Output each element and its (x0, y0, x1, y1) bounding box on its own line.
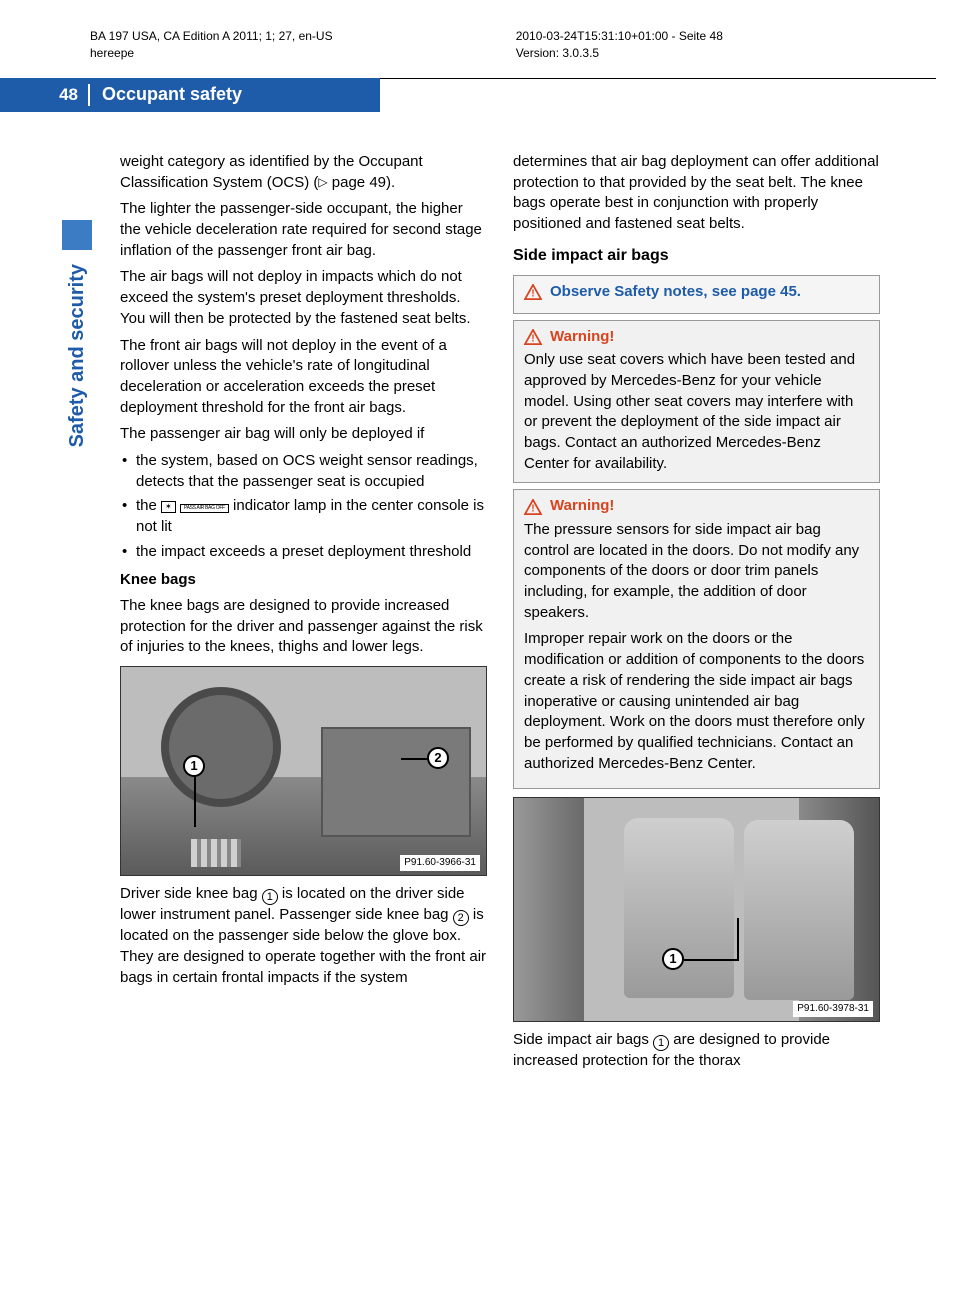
heading-kneebags: Knee bags (120, 570, 487, 591)
airbag-icon-1: ✶ (161, 501, 176, 513)
para-passenger-intro: The passenger air bag will only be deplo… (120, 424, 487, 445)
safety-note-box: ! Observe Safety notes, see page 45. (513, 275, 880, 314)
warning-head-text: Warning! (550, 496, 614, 517)
para-ocs-b: page 49). (328, 174, 396, 191)
airbag-icon-2: PASS AIR BAG OFF (180, 504, 229, 513)
warning-head: ! Warning! (524, 496, 869, 517)
fig-seat-2 (744, 820, 854, 1000)
safety-note-head: ! Observe Safety notes, see page 45. (524, 282, 869, 303)
leader-line (194, 777, 196, 827)
meta-right-line1: 2010-03-24T15:31:10+01:00 - Seite 48 (516, 28, 864, 45)
page-number: 48 (30, 84, 90, 106)
list-item: the ✶ PASS AIR BAG OFF indicator lamp in… (120, 496, 487, 537)
figure-side-impact: 1 P91.60-3978-31 (513, 797, 880, 1022)
para-determines: determines that air bag deployment can o… (513, 152, 880, 235)
right-column: determines that air bag deployment can o… (513, 152, 880, 1078)
svg-text:!: ! (531, 289, 534, 300)
meta-left-line1: BA 197 USA, CA Edition A 2011; 1; 27, en… (90, 28, 438, 45)
para-rollover: The front air bags will not deploy in th… (120, 336, 487, 419)
warning-head: ! Warning! (524, 327, 869, 348)
side-tab (62, 220, 92, 250)
page-title: Occupant safety (90, 84, 242, 105)
callout-1: 1 (183, 755, 205, 777)
meta-right: 2010-03-24T15:31:10+01:00 - Seite 48 Ver… (516, 28, 864, 62)
para-nodeploy: The air bags will not deploy in impacts … (120, 267, 487, 329)
para-knee: The knee bags are designed to provide in… (120, 596, 487, 658)
left-column: weight category as identified by the Occ… (120, 152, 487, 1078)
warning-triangle-icon: ! (524, 284, 542, 300)
warning-head-text: Warning! (550, 327, 614, 348)
header-bar: 48 Occupant safety (0, 78, 380, 112)
warning-triangle-icon: ! (524, 329, 542, 345)
content: weight category as identified by the Occ… (120, 152, 880, 1078)
side-a: Side impact air bags (513, 1031, 653, 1048)
fig-seat-1 (624, 818, 734, 998)
para-knee-loc: Driver side knee bag 1 is located on the… (120, 884, 487, 988)
svg-text:!: ! (531, 333, 534, 344)
callout-2: 2 (427, 747, 449, 769)
meta-left: BA 197 USA, CA Edition A 2011; 1; 27, en… (90, 28, 438, 62)
meta-header: BA 197 USA, CA Edition A 2011; 1; 27, en… (0, 0, 954, 72)
fig-console (321, 727, 471, 837)
figure-kneebags: 1 2 P91.60-3966-31 (120, 666, 487, 876)
leader-line (684, 959, 739, 961)
para-side-impact: Side impact air bags 1 are designed to p… (513, 1030, 880, 1072)
leader-line (737, 918, 739, 961)
warning-body-1: The pressure sensors for side impact air… (524, 520, 869, 623)
knee-loc-a: Driver side knee bag (120, 885, 262, 902)
fig-pedals (191, 839, 241, 867)
circled-1-icon: 1 (262, 889, 278, 905)
circled-2-icon: 2 (453, 910, 469, 926)
warning-triangle-icon: ! (524, 499, 542, 515)
li2-b: indicator lamp in the center console is … (136, 497, 484, 535)
warning-box-2: ! Warning! The pressure sensors for side… (513, 489, 880, 789)
passenger-conditions-list: the system, based on OCS weight sensor r… (120, 451, 487, 562)
top-rule: 48 Occupant safety (0, 78, 936, 112)
page-ref-icon: ▷ (318, 174, 327, 191)
warning-box-1: ! Warning! Only use seat covers which ha… (513, 320, 880, 484)
para-lighter: The lighter the passenger-side occupant,… (120, 199, 487, 261)
figure-label: P91.60-3966-31 (400, 855, 480, 871)
safety-note-text: Observe Safety notes, see page 45. (550, 282, 801, 303)
warning-body: Only use seat covers which have been tes… (524, 350, 869, 474)
circled-1-icon: 1 (653, 1035, 669, 1051)
svg-text:!: ! (531, 503, 534, 514)
list-item: the system, based on OCS weight sensor r… (120, 451, 487, 492)
figure-label: P91.60-3978-31 (793, 1001, 873, 1017)
leader-line (401, 758, 429, 760)
li2-a: the (136, 497, 161, 514)
fig-door-left (514, 798, 584, 1021)
fig-steering-wheel (161, 687, 281, 807)
heading-side-impact: Side impact air bags (513, 245, 880, 267)
list-item: the impact exceeds a preset deployment t… (120, 542, 487, 563)
warning-body-2: Improper repair work on the doors or the… (524, 629, 869, 774)
meta-left-line2: hereepe (90, 45, 438, 62)
para-ocs: weight category as identified by the Occ… (120, 152, 487, 193)
meta-right-line2: Version: 3.0.3.5 (516, 45, 864, 62)
side-label: Safety and security (66, 264, 89, 447)
